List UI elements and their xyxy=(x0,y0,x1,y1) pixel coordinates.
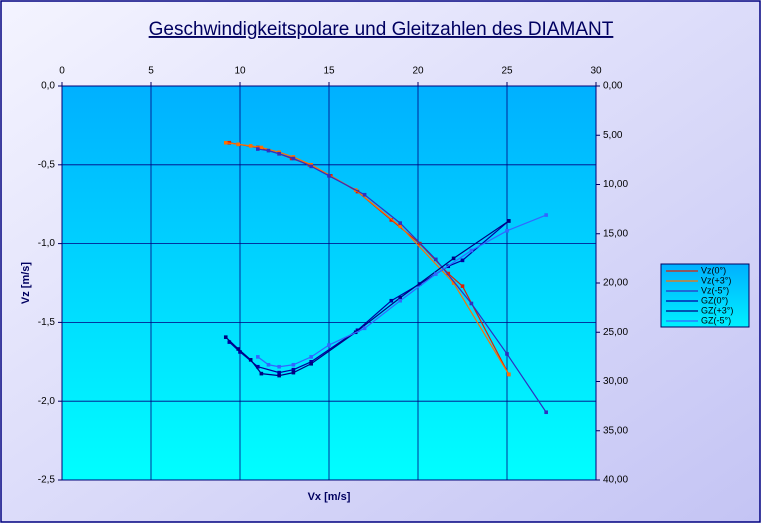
point xyxy=(469,301,474,306)
point xyxy=(277,364,281,369)
point xyxy=(236,347,241,351)
point xyxy=(236,142,241,147)
point xyxy=(398,298,402,303)
legend-label: Vz(0°) xyxy=(701,265,726,275)
point xyxy=(291,367,296,372)
legend-label: Vz(+3°) xyxy=(701,275,731,285)
y2-tick-label: 15,00 xyxy=(603,228,628,239)
point xyxy=(223,140,228,145)
point xyxy=(398,295,402,300)
point xyxy=(460,258,465,263)
point xyxy=(544,213,548,217)
y2-tick-label: 5,00 xyxy=(603,130,623,141)
point xyxy=(398,221,402,225)
y-tick-label: -2,0 xyxy=(38,396,56,407)
point xyxy=(505,228,509,233)
x-tick-label: 30 xyxy=(590,66,602,77)
y2-tick-label: 40,00 xyxy=(603,475,628,486)
point xyxy=(309,164,313,169)
point xyxy=(505,352,509,356)
point xyxy=(506,219,511,223)
x-tick-label: 10 xyxy=(234,66,246,77)
y-tick-label: -1,0 xyxy=(38,238,56,249)
y-tick-label: 0,0 xyxy=(41,81,55,92)
point xyxy=(266,362,271,367)
point xyxy=(389,218,394,222)
point xyxy=(291,362,296,367)
point xyxy=(446,271,451,276)
point xyxy=(256,355,260,359)
point xyxy=(259,145,264,150)
y2-tick-label: 30,00 xyxy=(603,376,628,387)
point xyxy=(256,364,260,369)
point xyxy=(309,355,313,359)
x-tick-label: 0 xyxy=(59,66,65,77)
point xyxy=(277,151,281,156)
point xyxy=(451,256,456,261)
point xyxy=(309,360,313,364)
legend xyxy=(660,263,750,328)
point xyxy=(248,358,253,362)
point xyxy=(248,144,253,148)
point xyxy=(291,370,296,375)
y2-tick-label: 10,00 xyxy=(603,179,628,190)
point xyxy=(227,340,232,344)
point xyxy=(223,335,228,339)
x-axis-label: Vx [m/s] xyxy=(308,491,351,503)
point xyxy=(434,257,438,262)
point xyxy=(309,361,313,366)
point xyxy=(277,373,281,378)
legend-label: GZ(-5°) xyxy=(701,315,731,325)
y2-tick-label: 20,00 xyxy=(603,278,628,289)
point xyxy=(362,192,367,197)
point xyxy=(389,298,394,303)
y-tick-label: -0,5 xyxy=(38,159,56,170)
point xyxy=(259,371,264,376)
point xyxy=(277,370,281,375)
point xyxy=(451,281,456,285)
y-axis-label: Vz [m/s] xyxy=(20,262,32,305)
legend-label: GZ(+3°) xyxy=(701,305,733,315)
point xyxy=(544,410,548,415)
legend-label: GZ(0°) xyxy=(701,295,728,305)
point xyxy=(327,343,331,347)
point xyxy=(506,372,511,377)
point xyxy=(266,148,271,153)
point xyxy=(398,224,402,229)
y2-tick-label: 0,00 xyxy=(603,81,623,92)
chart-title: Geschwindigkeitspolare und Gleitzahlen d… xyxy=(149,19,614,40)
point xyxy=(362,326,367,331)
x-tick-label: 15 xyxy=(323,66,335,77)
y2-tick-label: 25,00 xyxy=(603,327,628,338)
point xyxy=(327,174,331,178)
y-tick-label: -1,5 xyxy=(38,317,56,328)
y-tick-label: -2,5 xyxy=(38,475,56,486)
point xyxy=(434,272,438,276)
x-tick-label: 25 xyxy=(501,66,513,77)
point xyxy=(469,248,474,253)
y2-tick-label: 35,00 xyxy=(603,425,628,436)
point xyxy=(238,350,242,354)
point xyxy=(256,147,260,151)
x-tick-label: 20 xyxy=(412,66,424,77)
legend-label: Vz(-5°) xyxy=(701,285,729,295)
point xyxy=(460,284,465,288)
x-tick-label: 5 xyxy=(148,66,154,77)
point xyxy=(291,156,296,161)
